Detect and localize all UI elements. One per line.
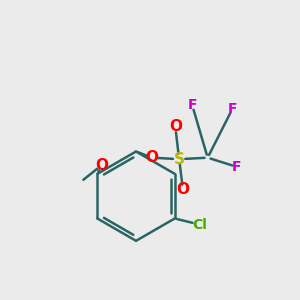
Text: S: S [174, 152, 185, 167]
Text: F: F [227, 102, 237, 116]
Text: O: O [169, 119, 182, 134]
Text: O: O [176, 182, 190, 197]
Text: F: F [232, 160, 242, 174]
Text: Cl: Cl [193, 218, 207, 232]
Text: O: O [95, 158, 108, 173]
Text: O: O [146, 150, 159, 165]
Text: F: F [188, 98, 197, 112]
